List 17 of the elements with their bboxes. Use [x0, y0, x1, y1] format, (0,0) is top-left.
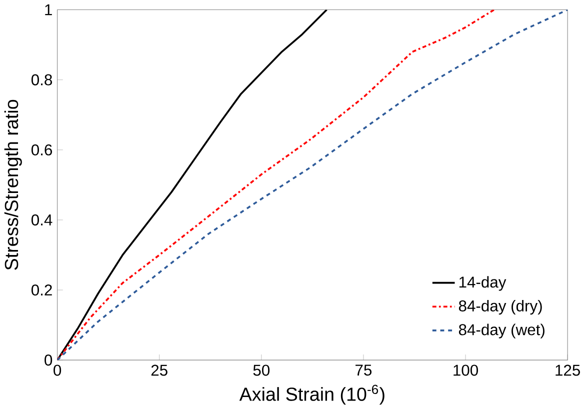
x-tick-label: 25 [151, 364, 168, 376]
legend-label: 84-day (dry) [458, 300, 542, 315]
x-tick-label: 0 [54, 364, 62, 376]
y-axis-title: Stress/Strength ratio [4, 100, 22, 270]
legend-label: 14-day [459, 276, 506, 291]
y-tick-label: 0.8 [31, 74, 52, 86]
y-tick-label: 0.6 [31, 144, 52, 156]
y-tick-label: 1 [45, 4, 52, 16]
x-tick-label: 75 [356, 364, 372, 376]
y-tick-label: 0.2 [31, 284, 52, 296]
y-tick-label: 0.4 [31, 214, 52, 226]
x-tick-label: 100 [454, 364, 478, 376]
legend-label: 84-day (wet) [458, 324, 544, 338]
x-axis-title: Axial Strain (10$^{-6}$) [239, 384, 384, 405]
x-tick-label: 50 [253, 364, 270, 376]
x-tick-label: 125 [556, 364, 580, 376]
y-tick-label: 0 [44, 354, 52, 366]
